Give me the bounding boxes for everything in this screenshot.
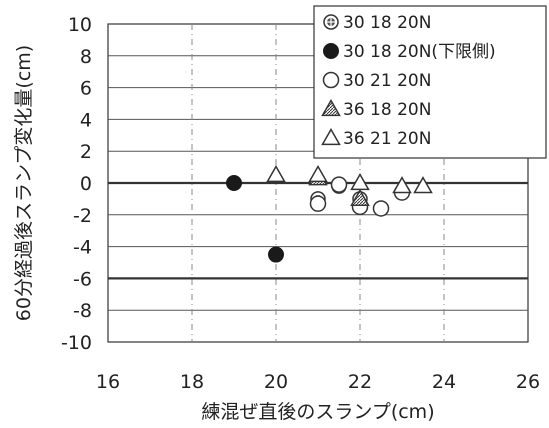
data-point xyxy=(268,246,284,263)
data-point xyxy=(308,165,328,183)
x-axis-title: 練混ぜ直後のスランプ(cm) xyxy=(201,401,434,423)
legend-marker xyxy=(322,71,340,89)
x-tick-label: 22 xyxy=(348,371,372,393)
y-axis-title: 60分経過後スランプ変化量(cm) xyxy=(13,45,35,321)
x-tick-label: 26 xyxy=(516,371,540,393)
y-tick-label: 6 xyxy=(80,78,92,100)
y-tick-label: -10 xyxy=(61,332,92,354)
data-points xyxy=(226,165,433,263)
legend-label: 30 18 20N(下限側) xyxy=(343,42,496,62)
legend-marker xyxy=(323,43,339,59)
legend-marker xyxy=(323,14,339,30)
data-point xyxy=(309,195,327,212)
y-tick-label: -4 xyxy=(73,237,92,259)
data-point xyxy=(413,176,433,194)
legend-marker xyxy=(321,127,341,146)
y-tick-label: -6 xyxy=(73,268,92,290)
y-tick-label: 8 xyxy=(80,46,92,68)
y-tick-label: 0 xyxy=(80,173,92,195)
x-tick-label: 16 xyxy=(96,371,120,393)
legend-label: 30 21 20N xyxy=(343,71,431,91)
legend: 30 18 20N 30 18 20N(下限側) 30 21 20N 36 18 20… xyxy=(313,5,547,159)
y-tick-label: 10 xyxy=(68,14,92,36)
y-tick-label: -2 xyxy=(73,205,92,227)
y-axis-ticks: 10 8 6 4 2 0 -2 -4 -6 -8 -10 xyxy=(61,14,92,354)
x-tick-label: 20 xyxy=(264,371,288,393)
x-tick-label: 18 xyxy=(180,371,204,393)
legend-marker xyxy=(321,98,341,117)
y-tick-label: 4 xyxy=(80,109,92,131)
x-axis-ticks: 16 18 20 22 24 26 xyxy=(96,371,540,393)
legend-label: 36 21 20N xyxy=(343,129,431,149)
data-point xyxy=(226,175,242,191)
data-point xyxy=(372,200,390,217)
data-point xyxy=(350,188,370,207)
legend-label: 36 18 20N xyxy=(343,100,431,120)
data-point xyxy=(350,172,370,191)
legend-box xyxy=(313,5,547,159)
x-tick-label: 24 xyxy=(432,371,456,393)
y-tick-label: -8 xyxy=(73,300,92,322)
legend-label: 30 18 20N xyxy=(343,13,431,33)
y-tick-label: 2 xyxy=(80,141,92,163)
data-point xyxy=(392,176,412,194)
data-point xyxy=(266,165,286,183)
data-point xyxy=(330,176,348,193)
